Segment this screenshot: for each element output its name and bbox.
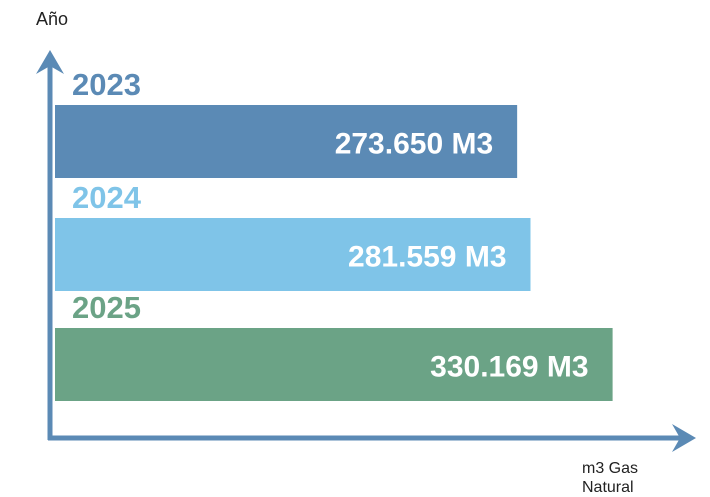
x-axis-label: m3 Gas Natural bbox=[582, 460, 639, 496]
value-label: 281.559 M3 bbox=[348, 240, 506, 273]
category-label: 2023 bbox=[72, 67, 141, 102]
y-axis-label: Año bbox=[36, 9, 69, 29]
bar bbox=[55, 105, 518, 178]
value-label: 273.650 M3 bbox=[335, 127, 493, 160]
bar bbox=[55, 218, 531, 291]
bar bbox=[55, 328, 613, 401]
category-label: 2025 bbox=[72, 290, 141, 325]
y-axis-arrow bbox=[36, 50, 64, 74]
category-label: 2024 bbox=[72, 180, 142, 215]
x-axis-arrow bbox=[672, 424, 696, 452]
value-label: 330.169 M3 bbox=[430, 350, 588, 383]
